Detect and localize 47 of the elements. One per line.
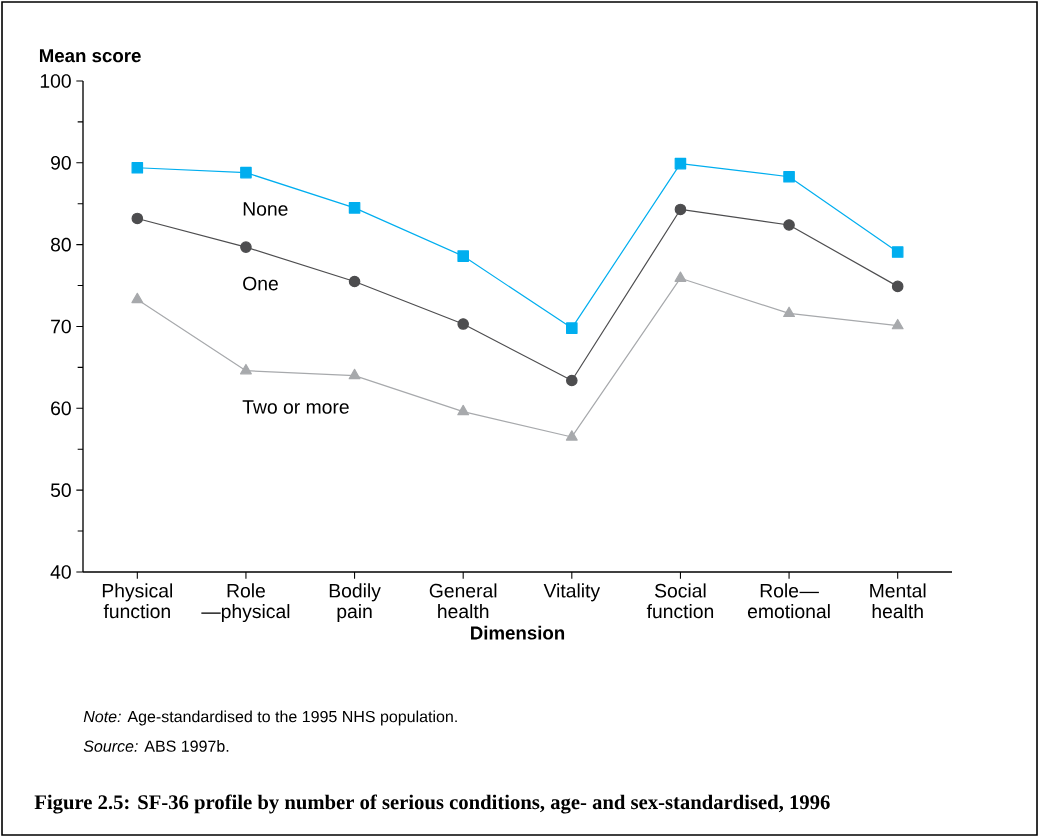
y-tick-label: 100 bbox=[40, 74, 71, 88]
point bbox=[348, 202, 361, 214]
point bbox=[783, 219, 795, 231]
point bbox=[240, 241, 252, 253]
point bbox=[783, 170, 795, 183]
text: Figure 2.5: SF-36 profile by number of serious conditions, age- and sex-standardised, 1996 bbox=[34, 794, 830, 814]
point bbox=[457, 250, 469, 262]
point bbox=[457, 318, 469, 330]
text: Source: ABS 1997b. bbox=[83, 740, 229, 752]
y-tick-label: 80 bbox=[50, 237, 71, 252]
y-tick-label: 60 bbox=[51, 401, 71, 416]
point bbox=[240, 166, 252, 179]
point bbox=[891, 246, 904, 258]
point bbox=[457, 404, 470, 416]
point bbox=[891, 318, 904, 330]
x-tick-label: Social function bbox=[646, 583, 714, 619]
point bbox=[348, 368, 361, 380]
point bbox=[131, 161, 144, 174]
x-tick-label: Mental health bbox=[870, 583, 926, 619]
point bbox=[674, 203, 687, 216]
point bbox=[131, 292, 144, 304]
point bbox=[783, 306, 796, 318]
series-label: None bbox=[243, 202, 288, 216]
x-tick-label: Role—emotional bbox=[747, 583, 830, 619]
point bbox=[566, 374, 578, 387]
y-tick-label: 70 bbox=[51, 319, 71, 334]
y-tick-label: 90 bbox=[51, 155, 71, 170]
x-tick-label: Physical function bbox=[102, 583, 173, 619]
x-tick-label: Role—physical bbox=[201, 583, 290, 623]
point bbox=[674, 271, 687, 282]
y-tick-label: 40 bbox=[50, 565, 71, 579]
point bbox=[348, 275, 361, 288]
series-label: Two or more bbox=[242, 400, 349, 414]
y-axis-title: Mean score bbox=[39, 49, 141, 63]
point bbox=[131, 212, 144, 225]
point bbox=[891, 280, 904, 293]
point bbox=[674, 157, 687, 170]
x-tick-label: Vitality bbox=[543, 583, 601, 602]
series-label: One bbox=[243, 276, 278, 291]
x-tick-label: Bodily pain bbox=[329, 583, 381, 623]
point bbox=[565, 430, 578, 441]
point bbox=[566, 322, 578, 334]
y-tick-label: 50 bbox=[50, 483, 71, 497]
text: Note: Age-standardised to the 1995 NHS population. bbox=[83, 710, 457, 726]
x-tick-label: General health bbox=[429, 583, 497, 619]
x-axis-title: Dimension bbox=[471, 625, 565, 640]
point bbox=[239, 363, 252, 375]
